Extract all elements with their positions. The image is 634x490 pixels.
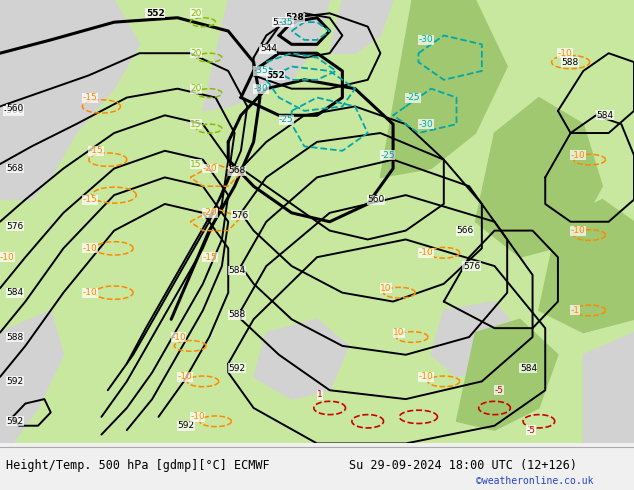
Text: -10: -10 bbox=[190, 413, 205, 421]
Text: 552: 552 bbox=[146, 9, 165, 18]
Text: 20: 20 bbox=[190, 84, 202, 93]
Text: 568: 568 bbox=[228, 166, 245, 175]
Text: -10: -10 bbox=[558, 49, 573, 58]
Text: -20: -20 bbox=[203, 208, 217, 218]
Text: 15: 15 bbox=[190, 160, 202, 169]
Text: 592: 592 bbox=[6, 377, 23, 386]
Text: -25: -25 bbox=[380, 151, 395, 160]
Text: -10: -10 bbox=[571, 151, 585, 160]
Text: 584: 584 bbox=[520, 364, 537, 372]
Text: -10: -10 bbox=[418, 248, 433, 257]
Polygon shape bbox=[254, 319, 349, 399]
Polygon shape bbox=[0, 311, 63, 443]
Text: -10: -10 bbox=[82, 244, 97, 253]
Polygon shape bbox=[476, 98, 602, 257]
Text: 576: 576 bbox=[231, 211, 249, 220]
Text: 584: 584 bbox=[228, 266, 245, 275]
Text: 1: 1 bbox=[317, 390, 323, 399]
Text: 528: 528 bbox=[285, 13, 304, 22]
Text: 584: 584 bbox=[6, 288, 23, 297]
Text: -20: -20 bbox=[203, 164, 217, 173]
Text: -10: -10 bbox=[178, 372, 192, 381]
Text: 536: 536 bbox=[273, 18, 290, 26]
Text: -30: -30 bbox=[254, 84, 268, 93]
Text: 566: 566 bbox=[456, 226, 474, 235]
Text: -30: -30 bbox=[418, 120, 433, 129]
Text: -5: -5 bbox=[495, 386, 503, 395]
Polygon shape bbox=[431, 301, 520, 377]
Text: -10: -10 bbox=[171, 333, 186, 342]
Text: 592: 592 bbox=[6, 417, 23, 426]
Text: 560: 560 bbox=[6, 104, 23, 113]
Text: -10: -10 bbox=[418, 372, 433, 381]
Text: -25: -25 bbox=[406, 93, 420, 102]
Text: 15: 15 bbox=[190, 120, 202, 129]
Text: -10: -10 bbox=[0, 253, 15, 262]
Text: -15: -15 bbox=[89, 147, 103, 155]
Text: 560: 560 bbox=[368, 195, 385, 204]
Text: -25: -25 bbox=[279, 115, 294, 124]
Text: 584: 584 bbox=[596, 111, 613, 120]
Polygon shape bbox=[539, 199, 634, 333]
Text: -560: -560 bbox=[3, 106, 23, 115]
Text: 576: 576 bbox=[6, 221, 23, 231]
Text: -1: -1 bbox=[571, 306, 579, 315]
Text: 588: 588 bbox=[228, 310, 245, 319]
Text: 588: 588 bbox=[561, 58, 578, 67]
Text: 20: 20 bbox=[190, 9, 202, 18]
Text: 576: 576 bbox=[463, 262, 480, 270]
Text: 20: 20 bbox=[190, 49, 202, 58]
Text: -15: -15 bbox=[82, 195, 97, 204]
Text: -10: -10 bbox=[571, 226, 585, 235]
Text: 10: 10 bbox=[393, 328, 404, 337]
Text: ©weatheronline.co.uk: ©weatheronline.co.uk bbox=[476, 476, 593, 486]
Polygon shape bbox=[380, 0, 507, 177]
Text: 592: 592 bbox=[228, 364, 245, 372]
Polygon shape bbox=[203, 0, 330, 111]
Polygon shape bbox=[0, 0, 139, 199]
Polygon shape bbox=[583, 333, 634, 443]
Text: -35: -35 bbox=[254, 67, 268, 75]
Polygon shape bbox=[330, 0, 393, 53]
Text: -30: -30 bbox=[418, 35, 433, 45]
Text: 10: 10 bbox=[380, 284, 392, 293]
Text: Height/Temp. 500 hPa [gdmp][°C] ECMWF: Height/Temp. 500 hPa [gdmp][°C] ECMWF bbox=[6, 459, 270, 472]
Text: -15: -15 bbox=[203, 253, 217, 262]
Text: 552: 552 bbox=[266, 71, 285, 80]
Text: Su 29-09-2024 18:00 UTC (12+126): Su 29-09-2024 18:00 UTC (12+126) bbox=[349, 459, 577, 472]
Text: -5: -5 bbox=[526, 426, 535, 435]
Text: -35: -35 bbox=[279, 18, 294, 26]
Text: 544: 544 bbox=[260, 44, 277, 53]
Text: 588: 588 bbox=[6, 333, 23, 342]
Text: 592: 592 bbox=[178, 421, 195, 430]
Text: 568: 568 bbox=[6, 164, 23, 173]
Text: -10: -10 bbox=[82, 288, 97, 297]
Text: -15: -15 bbox=[82, 93, 97, 102]
Polygon shape bbox=[456, 319, 558, 430]
